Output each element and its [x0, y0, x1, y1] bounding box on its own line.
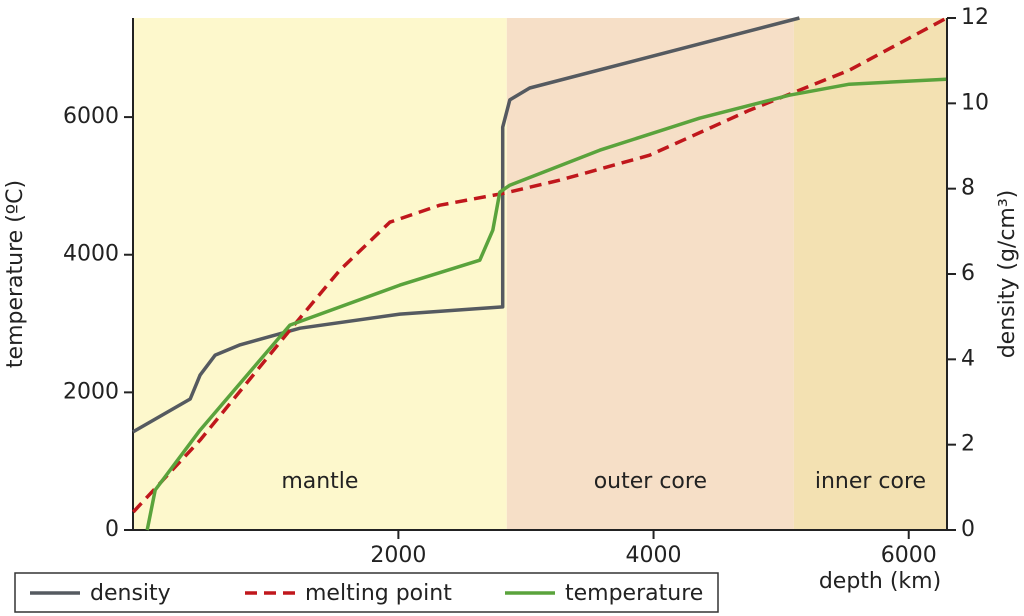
x-tick-label: 6000: [881, 543, 937, 568]
x-axis-label: depth (km): [819, 569, 941, 594]
legend-box: [14, 572, 719, 613]
y2-tick-label: 10: [961, 90, 989, 115]
y-axis-label: temperature (ºC): [3, 180, 28, 368]
x-tick-label: 2000: [370, 543, 426, 568]
region-label: mantle: [281, 469, 358, 494]
region-label: outer core: [594, 469, 707, 494]
y2-tick-label: 8: [961, 176, 975, 201]
legend-label: temperature: [565, 581, 703, 606]
legend-label: melting point: [305, 581, 452, 606]
y2-tick-label: 6: [961, 261, 975, 286]
y-tick-label: 0: [105, 517, 119, 542]
series-line: [132, 16, 800, 434]
region-label: inner core: [815, 469, 926, 494]
series-line: [132, 16, 947, 514]
y-tick-label: 6000: [63, 104, 119, 129]
region: [506, 18, 794, 530]
series-line: [145, 77, 947, 531]
y2-tick-label: 12: [961, 5, 989, 30]
legend-label: density: [90, 581, 171, 606]
y2-tick-label: 0: [961, 517, 975, 542]
y2-axis-label: density (g/cm³): [995, 190, 1020, 359]
y2-tick-label: 4: [961, 346, 975, 371]
y-tick-label: 2000: [63, 379, 119, 404]
x-tick-label: 4000: [626, 543, 682, 568]
y2-tick-label: 2: [961, 432, 975, 457]
region: [133, 18, 507, 530]
y-tick-label: 4000: [63, 242, 119, 267]
region: [793, 18, 947, 530]
